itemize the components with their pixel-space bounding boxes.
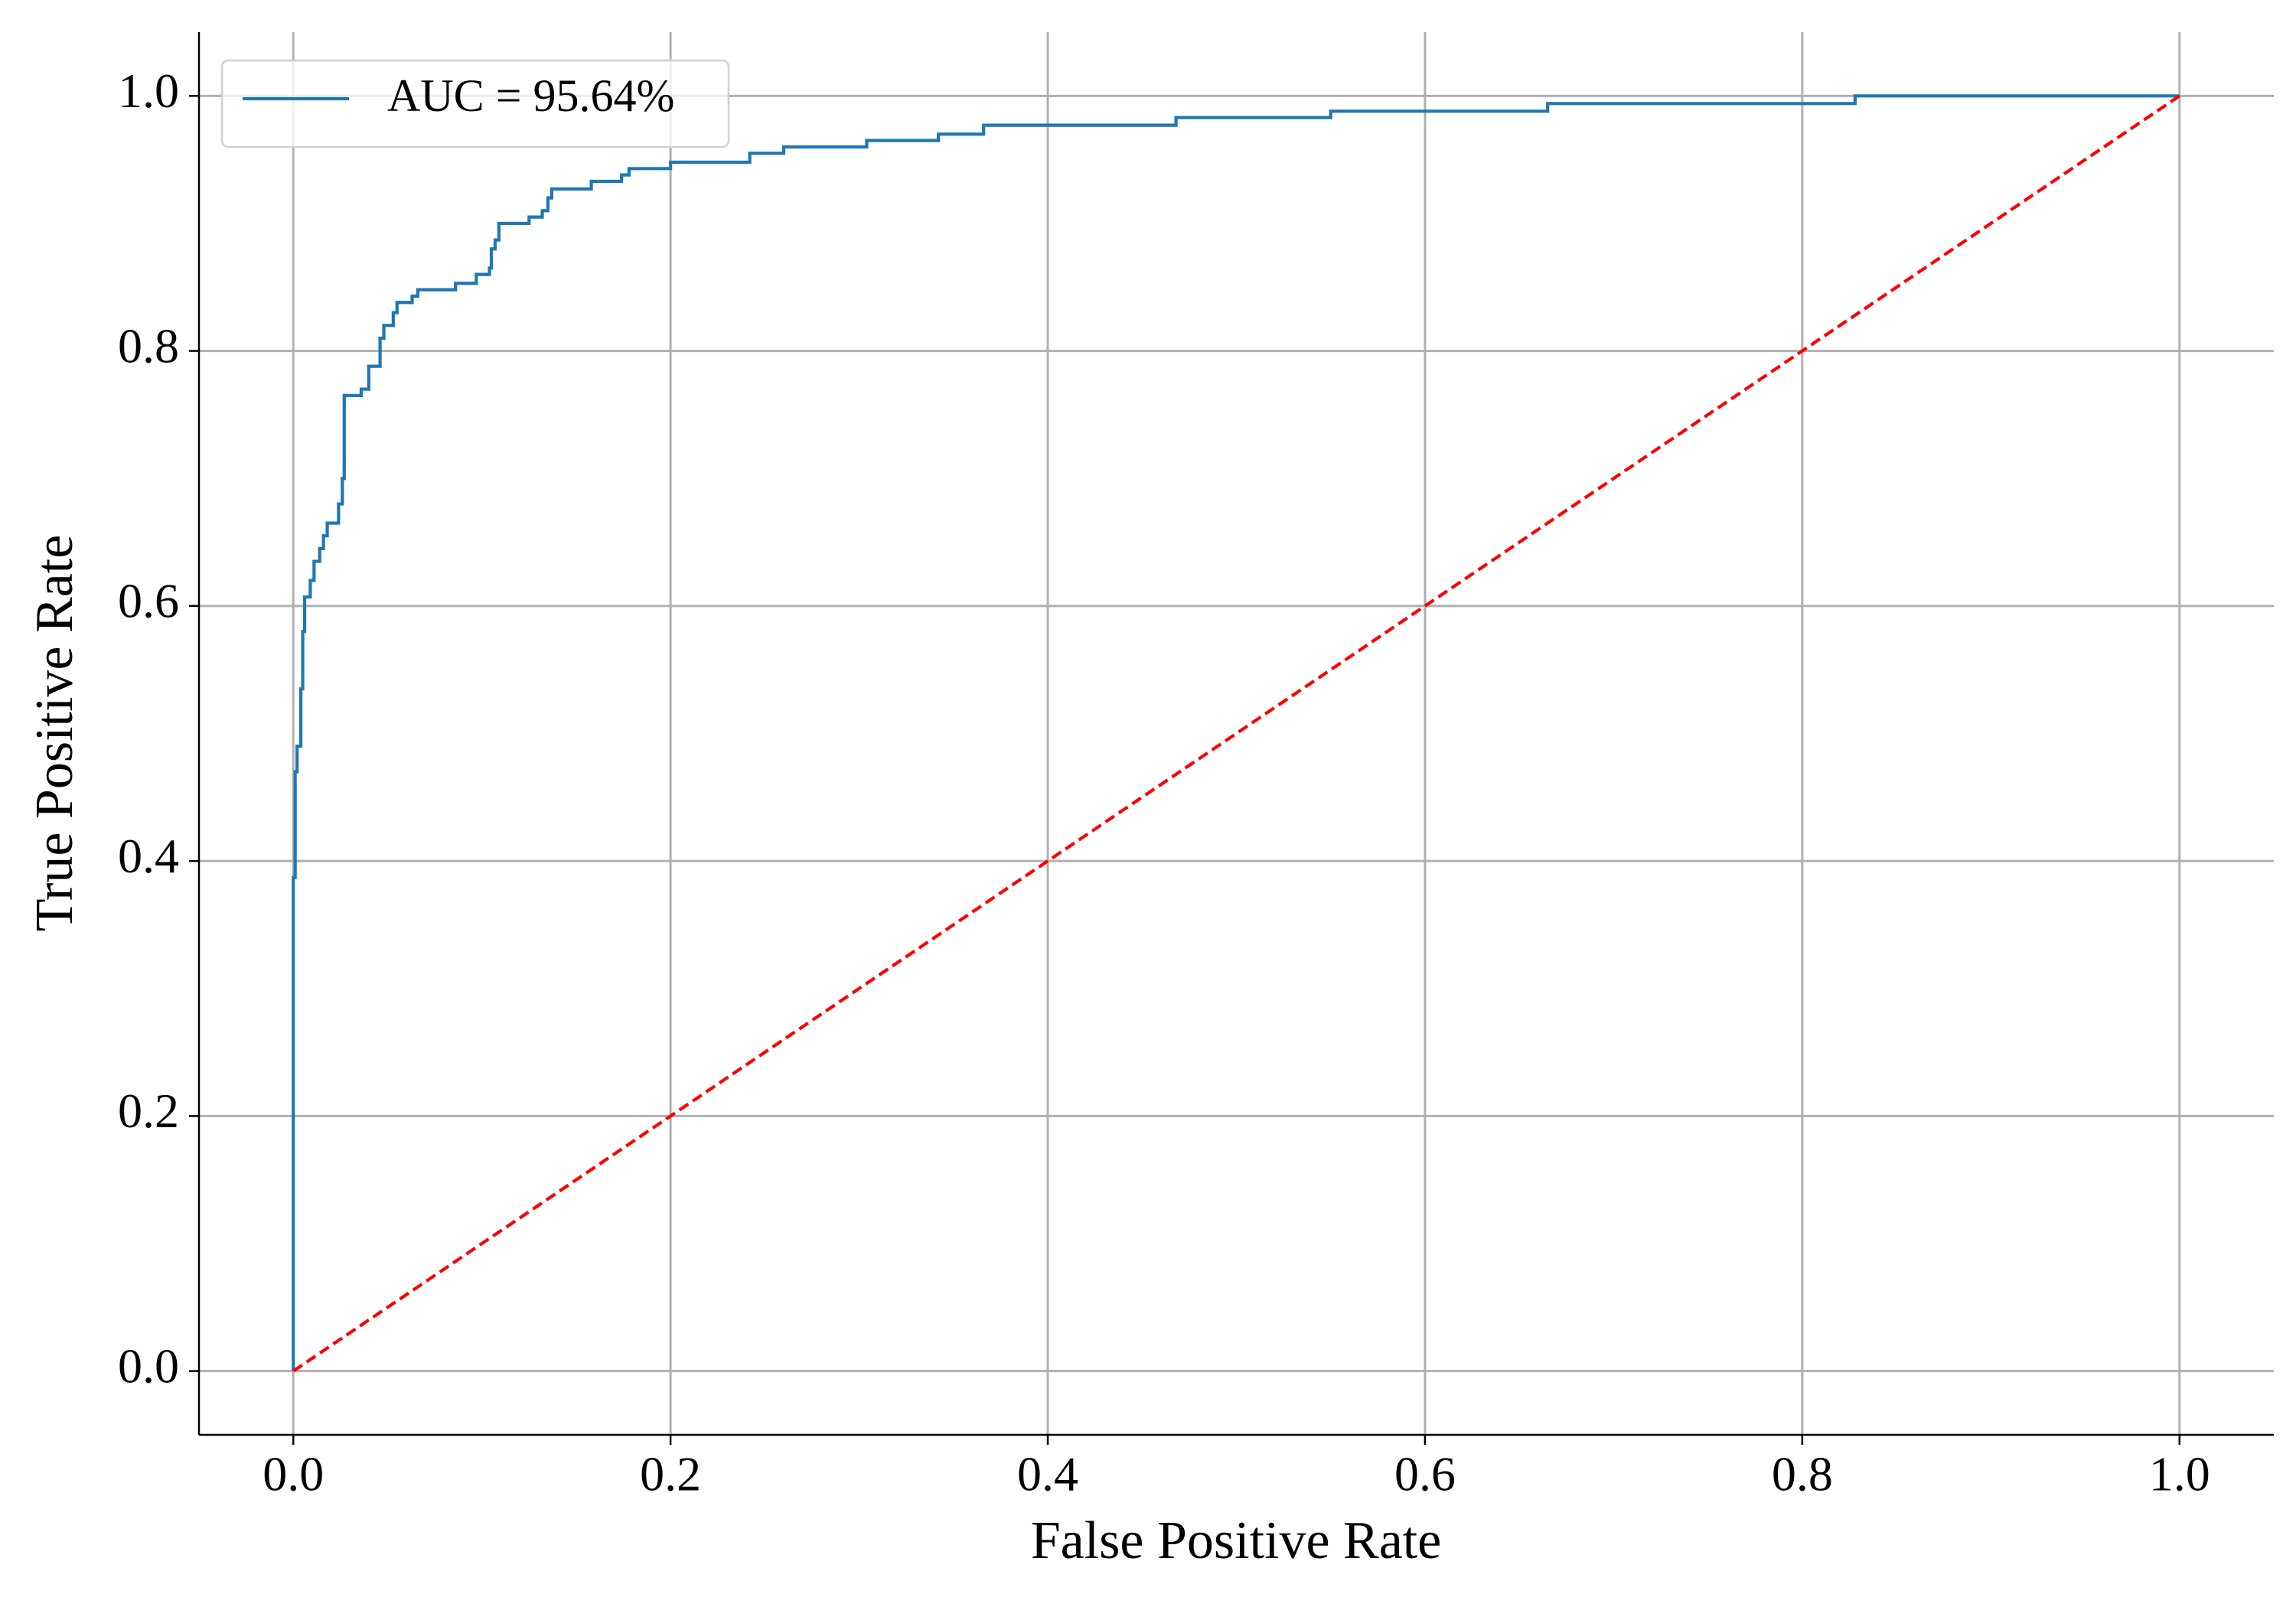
y-tick-label: 0.4 bbox=[118, 829, 179, 883]
y-tick-label: 0.2 bbox=[118, 1084, 179, 1138]
roc-line bbox=[292, 94, 2180, 1371]
y-tick-label: 0.6 bbox=[118, 574, 179, 628]
y-tick-label: 1.0 bbox=[118, 64, 179, 118]
x-tick-label: 0.8 bbox=[1772, 1447, 1833, 1501]
x-tick-label: 0.2 bbox=[640, 1447, 701, 1501]
y-tick-label: 0.8 bbox=[118, 318, 179, 373]
x-tick-label: 1.0 bbox=[2149, 1447, 2210, 1501]
roc-line bbox=[292, 94, 2180, 1373]
y-axis-label: True Positive Rate bbox=[25, 535, 84, 932]
legend-box bbox=[220, 59, 730, 148]
legend-label: AUC = 95.64% bbox=[387, 70, 675, 121]
x-tick-label: 0.4 bbox=[1017, 1447, 1078, 1501]
y-tick-label: 0.0 bbox=[118, 1338, 179, 1393]
x-axis-label: False Positive Rate bbox=[1031, 1511, 1442, 1570]
x-tick-label: 0.0 bbox=[263, 1447, 324, 1501]
x-tick-label: 0.6 bbox=[1394, 1447, 1456, 1501]
